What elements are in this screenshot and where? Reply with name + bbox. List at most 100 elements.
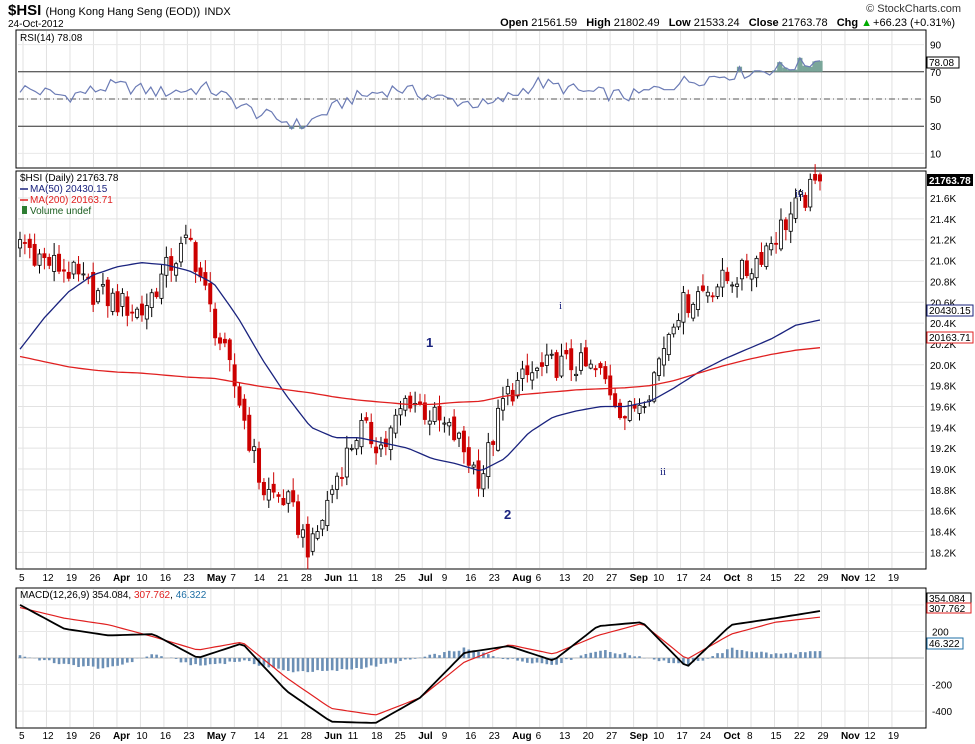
price-candle: [66, 261, 71, 282]
price-candle: [22, 234, 27, 255]
price-candle: [242, 394, 247, 430]
price-candle: [481, 465, 486, 498]
x-tick-label: 27: [606, 573, 618, 584]
macd-hist-bar: [784, 653, 788, 658]
macd-hist-bar: [155, 654, 158, 658]
price-candle: [135, 306, 140, 320]
rsi-tick-label: 90: [930, 41, 942, 52]
ma50-tag: 20430.15: [926, 304, 974, 317]
chart-date: 24-Oct-2012: [8, 19, 64, 30]
macd-hist-bar: [223, 658, 227, 665]
price-candle: [252, 438, 257, 464]
price-candle: [686, 289, 691, 318]
rsi-tick-label: 10: [930, 149, 942, 160]
x-tick-label: 20: [583, 731, 595, 742]
x-tick-label: 19: [888, 573, 900, 584]
price-candle: [447, 418, 452, 436]
macd-hist-bar: [18, 655, 22, 658]
price-candle: [759, 242, 764, 267]
macd-hist-bar: [326, 658, 329, 671]
x-tick-label: 10: [653, 573, 665, 584]
wave-label-i: i: [559, 300, 562, 312]
x-tick-label: 29: [817, 731, 829, 742]
hist-tag: 46.322: [926, 637, 964, 650]
macd-hist-bar: [662, 658, 666, 661]
price-candle: [139, 295, 144, 322]
macd-hist-bar: [306, 658, 310, 673]
macd-hist-bar: [686, 658, 690, 667]
macd-hist-bar: [130, 658, 134, 663]
volume-legend: Volume undef: [30, 206, 91, 217]
x-tick-label: May: [207, 573, 227, 584]
macd-hist-bar: [657, 658, 661, 662]
price-candle: [818, 172, 823, 191]
price-candle: [100, 272, 105, 295]
macd-hist-bar: [701, 658, 705, 661]
price-candle: [774, 232, 779, 254]
x-tick-label: 19: [66, 573, 78, 584]
macd-hist-bar: [501, 658, 505, 659]
price-candle: [276, 492, 281, 503]
macd-hist-bar: [57, 658, 61, 665]
macd-hist-bar: [804, 652, 807, 658]
price-candle: [393, 408, 398, 439]
price-candle: [676, 313, 681, 330]
macd-hist-bar: [745, 651, 749, 658]
x-tick-label: 16: [160, 573, 172, 584]
macd-hist-bar: [667, 658, 671, 664]
price-tick-label: 18.4K: [930, 528, 956, 539]
x-tick-label: Oct: [724, 731, 741, 742]
price-candle: [257, 441, 262, 490]
macd-hist-bar: [555, 658, 558, 665]
macd-hist-bar: [618, 654, 622, 658]
price-candle: [710, 292, 715, 303]
macd-hist-bar: [267, 658, 271, 668]
ma50-legend: MA(50) 20430.15: [30, 184, 108, 195]
price-candle: [515, 372, 520, 399]
macd-hist-bar: [121, 658, 124, 665]
price-candle: [720, 257, 725, 298]
x-tick-label: 17: [677, 731, 689, 742]
x-tick-label: 22: [794, 731, 806, 742]
macd-hist-bar: [765, 652, 768, 658]
price-candle: [637, 398, 642, 421]
macd-hist-bar: [23, 656, 27, 658]
macd-hist-bar: [730, 647, 734, 658]
price-candle: [105, 276, 110, 318]
macd-hist-bar: [799, 652, 802, 658]
price-candle: [110, 288, 115, 316]
macd-hist-bar: [726, 649, 729, 658]
rsi-last-tag: 78.08: [926, 56, 960, 69]
x-tick-label: 25: [395, 573, 407, 584]
high-value: 21802.49: [613, 17, 660, 29]
macd-hist-bar: [530, 658, 534, 664]
quote-summary: Open 21561.59 High 21802.49 Low 21533.24…: [500, 17, 955, 29]
macd-hist-bar: [482, 652, 485, 658]
x-tick-label: 10: [653, 731, 665, 742]
price-candle: [227, 337, 232, 372]
price-candle: [422, 394, 427, 425]
macd-hist-bar: [106, 658, 110, 668]
ma50-line: [19, 262, 821, 472]
ma200-line: [19, 347, 821, 406]
macd-hist-bar: [569, 658, 573, 660]
macd-hist-bar: [540, 658, 544, 664]
price-candle: [71, 260, 76, 279]
price-candle: [593, 365, 598, 378]
price-candle: [52, 243, 57, 282]
macd-hist-bar: [633, 656, 636, 658]
x-tick-label: 22: [794, 573, 806, 584]
x-tick-label: 26: [89, 731, 101, 742]
macd-hist-bar: [369, 658, 373, 666]
macd-hist-bar: [404, 658, 407, 660]
x-tick-label: 7: [230, 731, 236, 742]
macd-hist-bar: [443, 652, 446, 658]
price-candle: [286, 489, 291, 513]
x-tick-label: Jun: [324, 731, 342, 742]
macd-hist-bar: [262, 658, 266, 666]
macd-hist-bar: [247, 658, 251, 662]
price-candle: [491, 439, 496, 457]
macd-hist-bar: [545, 658, 549, 665]
x-tick-label: 11: [348, 573, 359, 584]
price-tick-label: 18.6K: [930, 507, 956, 518]
